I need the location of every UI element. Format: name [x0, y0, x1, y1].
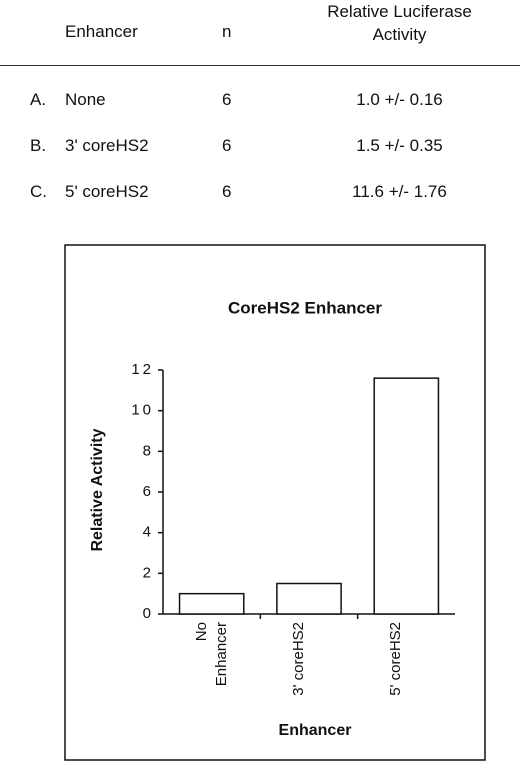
table-cell: B.: [30, 136, 47, 155]
y-tick-label: 0: [143, 605, 154, 622]
x-axis-label: Enhancer: [279, 722, 352, 739]
rule: [0, 65, 520, 66]
y-tick-label: 6: [143, 483, 154, 500]
x-tick-label: No Enhancer: [192, 622, 230, 687]
y-tick-label: 2: [143, 564, 154, 581]
y-axis-label: Relative Activity: [89, 428, 106, 551]
bar: [373, 377, 440, 615]
table-header: Relative Luciferase Activity: [327, 2, 472, 44]
table-header: n: [222, 22, 232, 41]
table-cell: 3' coreHS2: [65, 136, 149, 155]
bar: [178, 592, 245, 615]
table-cell: None: [65, 90, 106, 109]
y-tick-label: 8: [143, 442, 154, 459]
y-tick-label: 10: [131, 402, 154, 419]
table-cell: C.: [30, 182, 47, 201]
table-cell: 6: [222, 90, 232, 109]
x-tick-label: 3' coreHS2: [290, 622, 307, 696]
x-tick-label: 5' coreHS2: [387, 622, 405, 696]
table-cell: 11.6 +/- 1.76: [352, 182, 447, 201]
y-tick-label: 4: [143, 524, 154, 541]
table-cell: A.: [30, 90, 47, 109]
chart-title: CoreHS2 Enhancer: [228, 298, 382, 317]
y-tick-label: 12: [131, 361, 154, 378]
bar: [276, 582, 342, 615]
table-header: Enhancer: [65, 22, 138, 41]
table-cell: 6: [222, 182, 232, 201]
table-cell: 1.0 +/- 0.16: [356, 90, 443, 109]
table-cell: 6: [222, 136, 232, 155]
table-cell: 5' coreHS2: [65, 182, 149, 201]
table-cell: 1.5 +/- 0.35: [356, 136, 443, 155]
chart-frame: [64, 244, 486, 761]
